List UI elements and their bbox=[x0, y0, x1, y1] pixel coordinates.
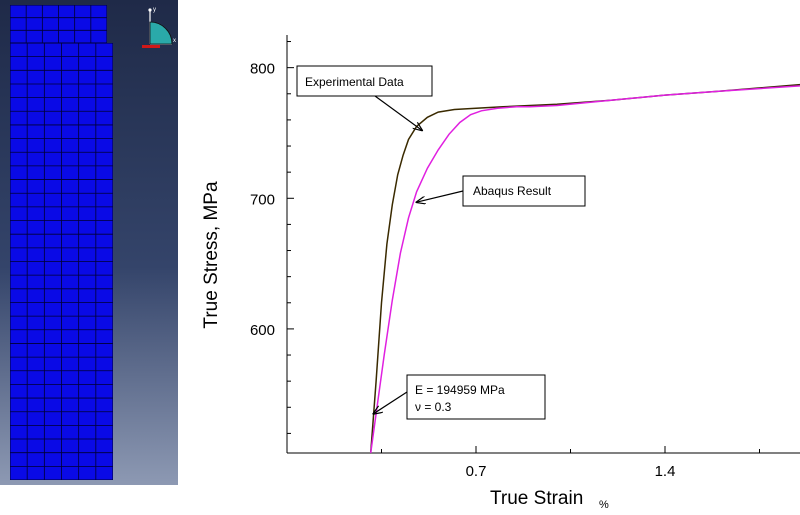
annotation-arrow bbox=[417, 190, 464, 202]
x-axis-unit: % bbox=[599, 499, 609, 511]
annotation-layer: Experimental Data Abaqus Result E = 194959… bbox=[296, 65, 586, 420]
annotation-arrow bbox=[374, 95, 422, 130]
y-tick-label: 600 bbox=[250, 322, 275, 339]
triad-x-label: x bbox=[173, 38, 176, 44]
annotation-arrow bbox=[373, 391, 408, 414]
y-tick-label: 700 bbox=[250, 191, 275, 208]
y-axis-label: True Stress, MPa bbox=[201, 181, 222, 329]
x-axis-label: True Strain bbox=[490, 488, 583, 509]
series-line-2 bbox=[369, 85, 800, 454]
annotation-3: E = 194959 MPa ν = 0.3 bbox=[373, 374, 546, 420]
mesh-top-block bbox=[10, 5, 107, 43]
annotation-box bbox=[406, 374, 546, 420]
mesh-main-block bbox=[10, 43, 113, 480]
annotation-text-line2: ν = 0.3 bbox=[415, 400, 452, 414]
annotation-2: Abaqus Result bbox=[417, 175, 586, 207]
annotation-text: Experimental Data bbox=[305, 75, 404, 89]
annotation-1: Experimental Data bbox=[296, 65, 433, 130]
y-tick-label: 800 bbox=[250, 61, 275, 78]
axes: 600 700 800 0.7 1.4 bbox=[250, 35, 800, 480]
annotation-box bbox=[296, 65, 433, 97]
model-viewport[interactable]: y x bbox=[0, 0, 178, 485]
series-layer bbox=[369, 83, 800, 454]
x-tick-label: 1.4 bbox=[655, 463, 676, 480]
triad-y-label: y bbox=[153, 7, 156, 13]
x-tick-label: 0.7 bbox=[466, 463, 487, 480]
annotation-text: E = 194959 MPa bbox=[415, 383, 505, 397]
stress-strain-chart: 600 700 800 0.7 1.4 Experimental Data Abaqus … bbox=[201, 35, 800, 511]
coordinate-triad-icon: y x bbox=[142, 7, 176, 48]
annotation-text: Abaqus Result bbox=[473, 184, 552, 198]
